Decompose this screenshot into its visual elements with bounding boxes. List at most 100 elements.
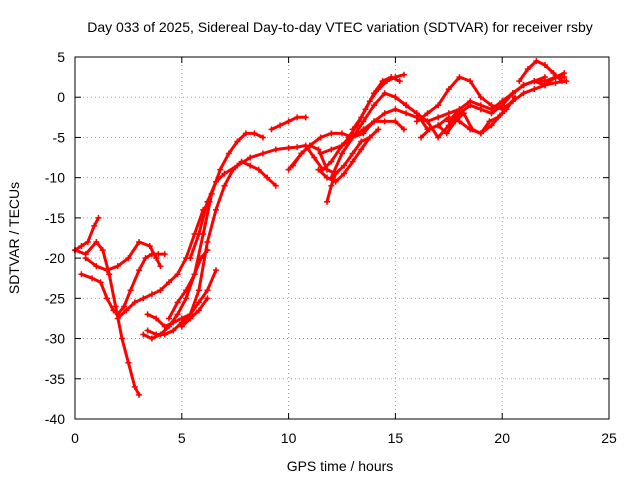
data-point [146,243,153,250]
data-point [328,130,335,137]
data-point [424,110,431,117]
data-point [371,118,378,125]
data-point [183,287,190,294]
data-point [426,126,433,133]
data-point [339,142,345,149]
data-point [324,166,331,173]
data-point [104,267,111,274]
y-tick-label: 0 [57,89,65,105]
data-point [140,295,147,302]
data-series-s20 [349,71,407,133]
data-point [358,114,365,121]
series-line [180,296,209,328]
y-tick-label: -5 [53,129,66,145]
data-point [131,383,138,390]
series-line [73,240,141,397]
data-series-s9 [165,247,211,322]
data-point [503,106,510,113]
data-point [366,134,373,141]
data-point [93,263,100,270]
data-point [469,126,476,133]
data-point [78,243,85,250]
data-point [499,98,506,105]
y-tick-label: -40 [45,411,65,427]
data-point [221,170,228,177]
data-point [445,118,452,125]
data-point [445,86,452,93]
data-point [155,251,162,258]
data-point [328,174,335,181]
data-point [375,86,382,93]
data-point [114,263,121,270]
y-tick-label: 5 [57,49,65,65]
data-point [424,118,431,125]
data-point [339,130,345,137]
series-line [291,135,372,176]
data-point [531,86,538,93]
data-point [392,106,399,113]
data-point [89,275,96,282]
series-line [146,160,278,336]
data-point [106,271,113,278]
data-point [170,319,177,326]
data-point [392,118,399,125]
data-point [443,130,450,137]
data-point [311,154,318,161]
data-point [456,106,463,113]
data-point [456,74,463,81]
data-point [225,150,232,157]
data-point [358,146,365,153]
data-point [516,78,523,85]
data-point [328,182,335,189]
data-point [272,146,279,153]
data-point [125,359,132,366]
data-point [178,315,185,322]
data-point [494,114,501,121]
data-series-s26 [488,74,568,113]
data-point [285,144,292,151]
data-point [509,90,516,97]
data-point [552,74,559,81]
data-point [366,98,373,105]
data-point [559,78,566,85]
data-point [488,106,495,113]
data-point [381,110,388,117]
data-point [153,331,160,338]
data-point [221,182,228,189]
data-point [488,122,495,129]
data-point [360,118,367,125]
plot-frame [74,56,610,420]
data-series-s4 [82,239,164,274]
series-line [116,200,212,320]
data-point [259,150,266,157]
data-point [78,271,85,278]
data-point [247,154,254,161]
data-point [170,327,177,334]
data-point [204,239,211,246]
data-point [131,299,138,306]
data-point [95,214,102,221]
data-point [191,271,198,278]
data-series-s23 [418,94,519,141]
data-point [204,247,211,254]
data-point [531,78,538,85]
data-point [198,255,205,262]
data-point [144,327,151,334]
data-point [302,114,309,121]
data-point [349,126,356,133]
data-point [195,307,202,314]
data-point [358,138,365,145]
data-point [204,198,211,205]
data-point [277,122,284,129]
data-point [413,110,420,117]
data-point [294,144,301,151]
data-point [324,198,331,205]
y-tick-label: -25 [45,290,65,306]
data-point [477,102,484,109]
data-point [153,315,160,322]
data-series-s2 [72,239,143,398]
data-point [234,138,241,145]
data-point [91,222,98,229]
grid [75,57,609,419]
data-point [552,79,559,86]
